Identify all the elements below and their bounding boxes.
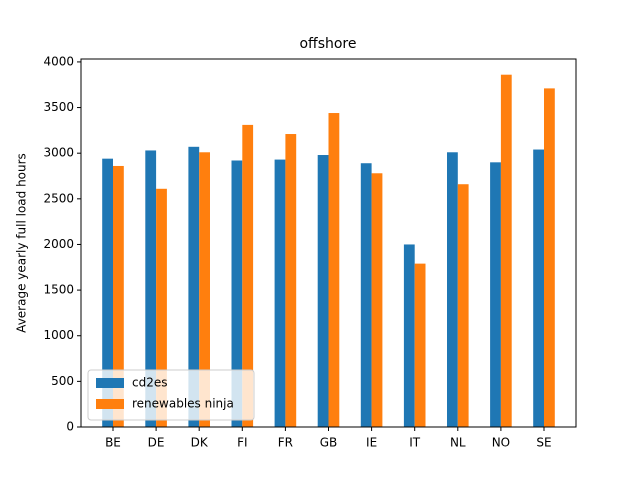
bar [285, 134, 297, 427]
bar [274, 159, 286, 428]
x-tick-label: FI [237, 436, 247, 450]
x-tick-label: BE [105, 436, 121, 450]
bar [242, 124, 254, 428]
bar [317, 155, 329, 427]
y-tick-label: 2500 [43, 191, 74, 205]
x-tick-label: FR [278, 436, 293, 450]
chart-title: offshore [299, 36, 356, 52]
y-tick-label: 2000 [43, 237, 74, 251]
plot-frame [80, 58, 577, 428]
bar [113, 165, 124, 427]
legend-swatch [96, 378, 124, 388]
bar [544, 88, 555, 427]
bar [231, 160, 243, 427]
bar [371, 173, 383, 427]
bar [533, 149, 544, 428]
bar [360, 163, 372, 427]
x-tick-label: IT [409, 436, 421, 450]
y-tick-label: 3000 [43, 146, 74, 160]
y-tick-label: 4000 [43, 54, 74, 68]
bar [102, 158, 113, 427]
bar [188, 146, 200, 428]
y-tick-label: 500 [51, 374, 74, 388]
bar [500, 74, 512, 427]
bar [328, 113, 340, 428]
x-tick-label: DE [148, 436, 165, 450]
x-tick-label: IE [366, 436, 377, 450]
y-tick-label: 1000 [43, 328, 74, 342]
bar [457, 184, 469, 427]
x-tick-label: SE [536, 436, 551, 450]
bar [403, 244, 415, 427]
x-tick-label: NO [492, 436, 510, 450]
bar [447, 152, 458, 427]
bar [156, 188, 167, 427]
legend-label: cd2es [132, 376, 167, 390]
y-tick-label: 3500 [43, 100, 74, 114]
bar [145, 150, 157, 427]
legend-box [87, 369, 255, 421]
x-tick-label: GB [320, 436, 338, 450]
bar [490, 162, 501, 428]
y-tick-label: 0 [66, 420, 74, 434]
legend-label: renewables ninja [132, 397, 234, 411]
x-tick-label: DK [191, 436, 209, 450]
y-axis-label: Average yearly full load hours [15, 153, 29, 333]
x-tick-label: NL [450, 436, 466, 450]
y-tick-label: 1500 [43, 283, 74, 297]
legend-swatch [96, 399, 124, 409]
bar [199, 152, 210, 427]
bar [414, 263, 426, 427]
